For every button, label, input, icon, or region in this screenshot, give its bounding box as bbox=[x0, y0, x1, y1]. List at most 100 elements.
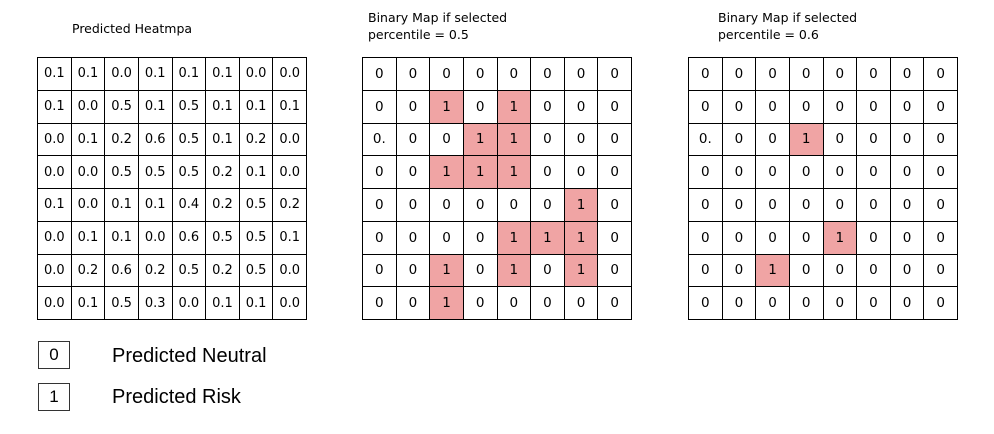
grid-cell: 0 bbox=[788, 253, 824, 288]
grid-cell: 0 bbox=[721, 122, 757, 157]
grid-cell: 0.5 bbox=[137, 155, 173, 189]
grid-cell: 0.3 bbox=[137, 286, 173, 320]
grid-cell: 0. bbox=[688, 122, 723, 157]
grid-cell: 0 bbox=[395, 57, 431, 91]
grid-cell: 1 bbox=[755, 253, 790, 288]
grid-cell: 0 bbox=[923, 253, 958, 288]
grid-cell: 0.1 bbox=[70, 57, 106, 91]
grid-cell: 0.6 bbox=[104, 253, 139, 288]
grid-cell: 0 bbox=[822, 89, 858, 124]
grid-cell: 0.2 bbox=[205, 155, 240, 189]
grid-cell: 0 bbox=[597, 122, 632, 157]
grid-cell: 0 bbox=[395, 122, 431, 157]
grid-cell: 0 bbox=[788, 188, 824, 222]
grid-cell: 0 bbox=[755, 155, 790, 189]
grid-row: 0.0 0.1 0.2 0.6 0.5 0.1 0.2 0.0 bbox=[37, 122, 307, 157]
grid-cell: 0 bbox=[462, 220, 498, 255]
grid-cell: 0 bbox=[688, 89, 723, 124]
map-05-title: Binary Map if selected percentile = 0.5 bbox=[368, 9, 507, 43]
map-06-title-line1: Binary Map if selected bbox=[718, 10, 858, 25]
grid-cell: 0 bbox=[362, 188, 397, 222]
legend-risk-box: 1 bbox=[38, 383, 70, 411]
grid-cell: 0 bbox=[822, 122, 858, 157]
grid-cell: 0 bbox=[362, 253, 397, 288]
grid-cell: 0 bbox=[688, 220, 723, 255]
grid-cell: 0.0 bbox=[104, 57, 139, 91]
grid-cell: 1 bbox=[496, 155, 532, 189]
grid-cell: 0 bbox=[788, 220, 824, 255]
grid-cell: 0 bbox=[462, 89, 498, 124]
grid-cell: 0.2 bbox=[205, 253, 240, 288]
grid-row: 0.1 0.0 0.1 0.1 0.4 0.2 0.5 0.2 bbox=[37, 188, 307, 222]
grid-cell: 0 bbox=[856, 253, 891, 288]
grid-cell: 0 bbox=[395, 89, 431, 124]
grid-cell: 0.5 bbox=[171, 89, 207, 124]
grid-cell: 0 bbox=[889, 122, 925, 157]
grid-row: 0.1 0.1 0.0 0.1 0.1 0.1 0.0 0.0 bbox=[37, 57, 307, 91]
grid-cell: 0.0 bbox=[37, 286, 72, 320]
grid-cell: 0 bbox=[462, 253, 498, 288]
grid-cell: 0 bbox=[923, 220, 958, 255]
grid-cell: 0 bbox=[597, 57, 632, 91]
legend-risk-label: Predicted Risk bbox=[112, 386, 241, 408]
grid-cell: 0 bbox=[530, 122, 565, 157]
grid-cell: 0 bbox=[788, 286, 824, 320]
grid-cell: 1 bbox=[462, 155, 498, 189]
grid-cell: 0 bbox=[923, 89, 958, 124]
grid-cell: 0 bbox=[721, 155, 757, 189]
grid-cell: 0 bbox=[889, 286, 925, 320]
grid-cell: 0 bbox=[597, 220, 632, 255]
grid-cell: 0 bbox=[788, 89, 824, 124]
grid-cell: 0 bbox=[597, 155, 632, 189]
grid-cell: 0.0 bbox=[272, 286, 307, 320]
grid-cell: 0 bbox=[721, 253, 757, 288]
grid-cell: 0 bbox=[889, 253, 925, 288]
grid-cell: 0 bbox=[496, 286, 532, 320]
grid-cell: 1 bbox=[462, 122, 498, 157]
grid-cell: 0 bbox=[822, 57, 858, 91]
grid-cell: 0.5 bbox=[205, 220, 240, 255]
grid-cell: 1 bbox=[429, 253, 464, 288]
grid-cell: 0.2 bbox=[238, 122, 274, 157]
legend-neutral-box: 0 bbox=[38, 341, 70, 369]
grid-cell: 0.1 bbox=[104, 188, 139, 222]
grid-cell: 0 bbox=[597, 188, 632, 222]
grid-cell: 0 bbox=[688, 57, 723, 91]
grid-cell: 0.2 bbox=[272, 188, 307, 222]
grid-cell: 0 bbox=[822, 253, 858, 288]
grid-cell: 0 bbox=[755, 220, 790, 255]
grid-cell: 0 bbox=[721, 188, 757, 222]
grid-cell: 0.6 bbox=[137, 122, 173, 157]
grid-cell: 0 bbox=[856, 188, 891, 222]
grid-cell: 0 bbox=[889, 89, 925, 124]
grid-cell: 0.5 bbox=[104, 286, 139, 320]
grid-cell: 1 bbox=[496, 220, 532, 255]
grid-cell: 0 bbox=[362, 89, 397, 124]
grid-cell: 0 bbox=[429, 188, 464, 222]
grid-cell: 1 bbox=[496, 122, 532, 157]
map-06-title: Binary Map if selected percentile = 0.6 bbox=[718, 9, 857, 43]
grid-cell: 1 bbox=[429, 286, 464, 320]
grid-cell: 0 bbox=[462, 286, 498, 320]
grid-cell: 0.2 bbox=[205, 188, 240, 222]
grid-cell: 0 bbox=[856, 57, 891, 91]
grid-cell: 0 bbox=[721, 89, 757, 124]
grid-cell: 0.1 bbox=[171, 57, 207, 91]
grid-cell: 0.1 bbox=[137, 57, 173, 91]
grid-cell: 0.5 bbox=[171, 253, 207, 288]
grid-cell: 0. bbox=[362, 122, 397, 157]
grid-cell: 0.0 bbox=[238, 57, 274, 91]
grid-cell: 1 bbox=[496, 89, 532, 124]
grid-cell: 0 bbox=[462, 188, 498, 222]
grid-cell: 1 bbox=[429, 89, 464, 124]
grid-cell: 0 bbox=[721, 220, 757, 255]
grid-cell: 0.1 bbox=[272, 89, 307, 124]
grid-cell: 0 bbox=[822, 155, 858, 189]
grid-cell: 0.1 bbox=[238, 286, 274, 320]
grid-cell: 0 bbox=[923, 188, 958, 222]
